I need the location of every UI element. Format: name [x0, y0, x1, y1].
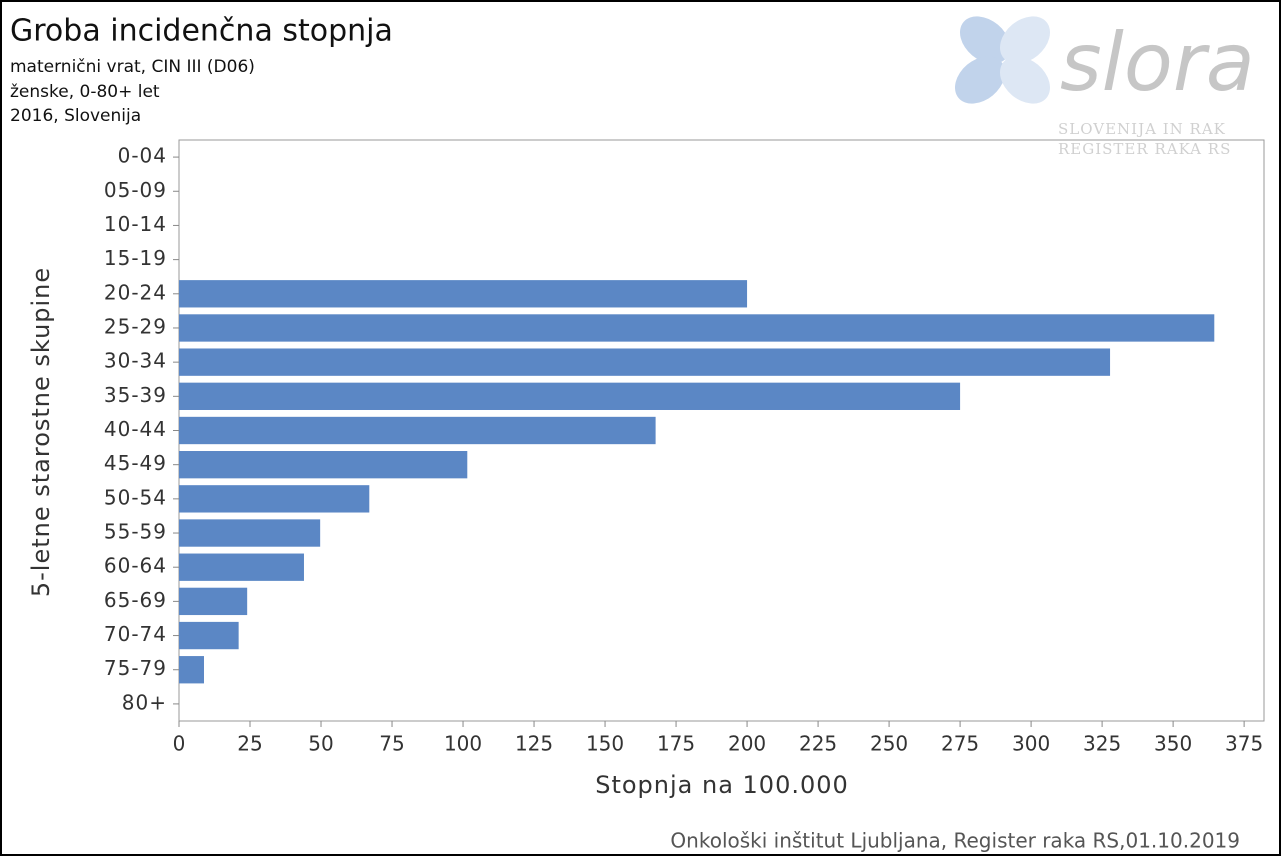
x-tick-label: 200 [728, 732, 766, 756]
bar [179, 416, 656, 445]
bar [179, 348, 1111, 376]
bar [179, 314, 1215, 342]
y-tick-label: 20-24 [104, 280, 167, 304]
logo-leaf [959, 16, 1011, 64]
y-tick-label: 0-04 [118, 144, 167, 168]
x-tick-label: 375 [1225, 732, 1263, 756]
bar [179, 587, 248, 616]
bar [179, 621, 239, 650]
y-axis-label: 5-letne starostne skupine [27, 267, 55, 597]
y-tick-label: 60-64 [104, 554, 167, 578]
y-tick-label: 10-14 [104, 212, 167, 236]
bar [179, 656, 204, 684]
y-tick-label: 15-19 [104, 246, 167, 270]
x-tick-label: 50 [308, 732, 333, 756]
x-tick-label: 250 [870, 732, 908, 756]
subtitle: ženske, 0-80+ let [10, 82, 160, 102]
x-tick-label: 75 [379, 732, 404, 756]
x-tick-label: 150 [586, 732, 624, 756]
bar [179, 519, 321, 547]
logo-line: SLOVENIJA IN RAK [1058, 120, 1226, 138]
y-tick-label: 55-59 [104, 520, 167, 544]
y-tick-label: 80+ [122, 690, 167, 714]
y-tick-label: 40-44 [104, 417, 167, 441]
subtitle: 2016, Slovenija [10, 106, 141, 126]
x-tick-label: 275 [941, 732, 979, 756]
x-tick-label: 0 [173, 732, 186, 756]
x-tick-label: 350 [1154, 732, 1192, 756]
y-tick-label: 50-54 [104, 485, 167, 509]
y-tick-label: 70-74 [104, 622, 167, 646]
chart-title: Groba incidenčna stopnja [10, 14, 393, 49]
logo-text: slora [1060, 16, 1255, 109]
x-tick-label: 225 [799, 732, 837, 756]
x-tick-label: 175 [657, 732, 695, 756]
y-tick-label: 35-39 [104, 383, 167, 407]
x-tick-label: 100 [444, 732, 482, 756]
logo: slora SLOVENIJA IN RAK REGISTER RAKA RS [954, 16, 1255, 158]
bar [179, 451, 468, 479]
y-tick-label: 65-69 [104, 588, 167, 612]
y-tick-label: 30-34 [104, 349, 167, 373]
subtitle: maternični vrat, CIN III (D06) [10, 57, 255, 77]
logo-leaf [954, 56, 1006, 104]
bar [179, 382, 961, 410]
logo-line: REGISTER RAKA RS [1058, 140, 1231, 158]
x-tick-label: 25 [237, 732, 262, 756]
y-tick-label: 75-79 [104, 656, 167, 680]
y-tick-label: 05-09 [104, 178, 167, 202]
y-tick-label: 25-29 [104, 314, 167, 338]
bar [179, 485, 370, 513]
x-tick-label: 125 [515, 732, 553, 756]
logo-leaf [999, 16, 1051, 64]
source: Onkološki inštitut Ljubljana, Register r… [670, 829, 1240, 853]
bar [179, 280, 748, 308]
y-tick-label: 45-49 [104, 451, 167, 475]
bar [179, 553, 304, 581]
x-axis-label: Stopnja na 100.000 [595, 771, 849, 799]
x-tick-label: 300 [1012, 732, 1050, 756]
x-tick-label: 325 [1083, 732, 1121, 756]
logo-leaf [999, 56, 1051, 104]
